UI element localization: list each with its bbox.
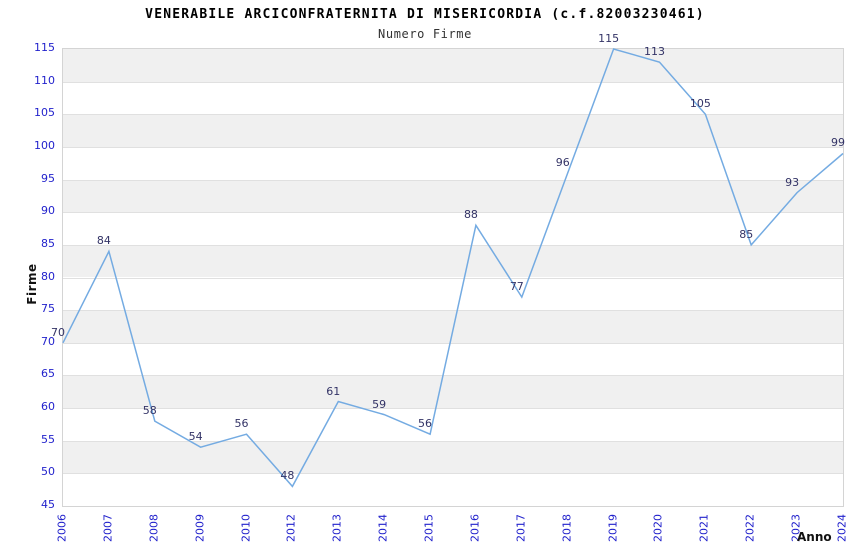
y-tick-label: 90 bbox=[41, 204, 55, 218]
data-point-label: 88 bbox=[463, 208, 478, 222]
data-point-label: 85 bbox=[739, 227, 754, 241]
x-tick-label: 2013 bbox=[330, 514, 344, 542]
data-point-label: 58 bbox=[142, 404, 157, 418]
y-tick-label: 95 bbox=[41, 171, 55, 185]
gridline bbox=[63, 82, 843, 83]
data-point-label: 56 bbox=[234, 417, 249, 431]
grid-band bbox=[63, 375, 843, 409]
y-tick-label: 60 bbox=[41, 400, 55, 414]
data-point-label: 59 bbox=[372, 397, 387, 411]
x-tick-label: 2024 bbox=[835, 514, 849, 542]
y-tick-label: 100 bbox=[34, 138, 55, 152]
x-tick-label: 2007 bbox=[101, 514, 115, 542]
gridline bbox=[63, 180, 843, 181]
data-point-label: 96 bbox=[555, 156, 570, 170]
y-tick-label: 110 bbox=[34, 73, 55, 87]
x-axis-title: Anno bbox=[797, 530, 832, 544]
gridline bbox=[63, 212, 843, 213]
x-tick-label: 2020 bbox=[651, 514, 665, 542]
y-tick-label: 55 bbox=[41, 432, 55, 446]
x-tick-label: 2015 bbox=[422, 514, 436, 542]
gridline bbox=[63, 408, 843, 409]
y-tick-label: 115 bbox=[34, 41, 55, 54]
gridline bbox=[63, 343, 843, 344]
gridline bbox=[63, 310, 843, 311]
x-tick-label: 2014 bbox=[376, 514, 390, 542]
series-line bbox=[62, 48, 844, 488]
x-tick-label: 2010 bbox=[239, 514, 253, 542]
y-tick-label: 50 bbox=[41, 465, 55, 479]
gridline bbox=[63, 375, 843, 376]
x-tick-label: 2021 bbox=[697, 514, 711, 542]
gridline bbox=[63, 473, 843, 474]
data-point-label: 93 bbox=[785, 175, 800, 189]
gridline bbox=[63, 278, 843, 279]
chart-title: VENERABILE ARCICONFRATERNITA DI MISERICO… bbox=[145, 7, 705, 22]
data-point-label: 99 bbox=[831, 136, 845, 150]
gridline bbox=[63, 114, 843, 115]
y-tick-label: 45 bbox=[41, 498, 55, 511]
gridline bbox=[63, 147, 843, 148]
x-tick-label: 2012 bbox=[284, 514, 298, 542]
grid-band bbox=[63, 114, 843, 147]
x-tick-label: 2018 bbox=[560, 514, 574, 542]
x-tick-label: 2016 bbox=[468, 514, 482, 542]
y-tick-label: 65 bbox=[41, 367, 55, 381]
data-point-label: 77 bbox=[509, 280, 524, 294]
y-tick-label: 70 bbox=[41, 334, 55, 348]
chart-subtitle: Numero Firme bbox=[378, 27, 472, 41]
grid-band bbox=[63, 440, 843, 474]
plot-area: 70 84 58 54 56 48 61 59 56 88 77 96 115 113 105 85 93 99 bbox=[51, 32, 845, 507]
grid-band bbox=[63, 244, 843, 278]
y-tick-label: 75 bbox=[41, 302, 55, 316]
gridline bbox=[63, 245, 843, 246]
data-point-label: 70 bbox=[51, 325, 65, 339]
grid-band bbox=[63, 179, 843, 213]
y-tick-label: 80 bbox=[41, 269, 55, 283]
y-tick-label: 105 bbox=[34, 106, 55, 120]
x-tick-label: 2009 bbox=[193, 514, 207, 542]
data-point-label: 84 bbox=[96, 234, 111, 248]
grid-band bbox=[63, 49, 843, 82]
x-tick-label: 2008 bbox=[147, 514, 161, 542]
y-tick-label: 85 bbox=[41, 236, 55, 250]
x-tick-label: 2006 bbox=[55, 514, 69, 542]
x-tick-label: 2017 bbox=[514, 514, 528, 542]
gridline bbox=[63, 441, 843, 442]
series-line-svg bbox=[62, 48, 844, 488]
data-point-label: 61 bbox=[326, 384, 341, 398]
data-point-label: 113 bbox=[643, 45, 665, 59]
x-tick-label: 2019 bbox=[606, 514, 620, 542]
data-point-label: 56 bbox=[418, 417, 433, 431]
data-point-label: 48 bbox=[280, 469, 295, 483]
data-point-label: 115 bbox=[598, 32, 620, 45]
data-point-label: 105 bbox=[689, 97, 711, 111]
x-tick-label: 2022 bbox=[743, 514, 757, 542]
data-point-label: 54 bbox=[188, 430, 203, 444]
